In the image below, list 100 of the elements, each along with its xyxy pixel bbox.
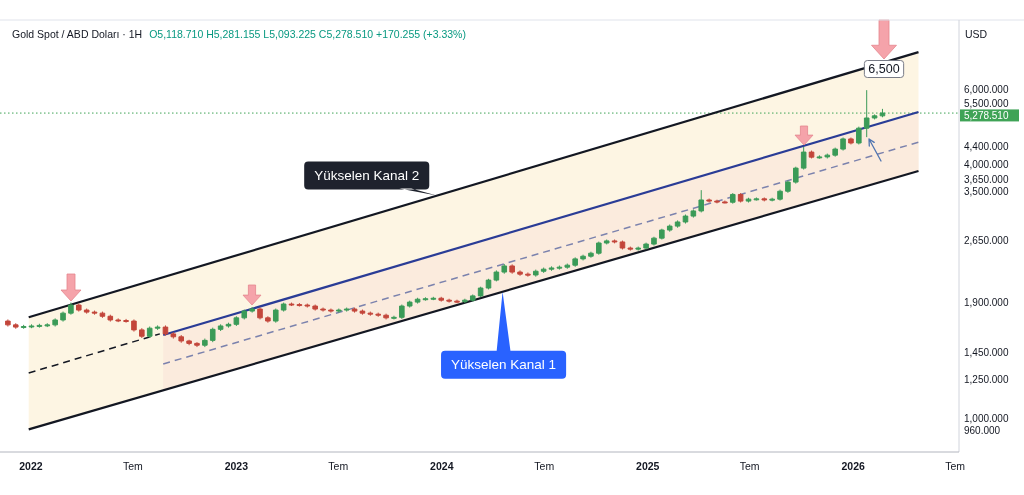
candlestick — [674, 219, 681, 229]
candlestick — [682, 214, 689, 225]
candlestick — [737, 192, 744, 204]
candlestick — [312, 304, 318, 312]
y-axis-title: USD — [965, 28, 988, 40]
y-tick-label: 4,400.000 — [964, 141, 1009, 153]
candlestick — [816, 154, 823, 160]
candlestick — [745, 197, 752, 204]
y-tick-label: 1,900.000 — [964, 296, 1009, 308]
candlestick — [233, 315, 240, 327]
candlestick — [272, 308, 279, 324]
candlestick — [107, 314, 114, 323]
candlestick — [430, 296, 437, 301]
candlestick — [5, 318, 11, 328]
y-tick-label: 1,000.000 — [964, 413, 1009, 425]
candlestick — [493, 269, 500, 282]
x-tick-label: Tem — [534, 460, 555, 472]
candlestick — [391, 315, 397, 320]
candlestick — [217, 323, 224, 332]
candlestick — [454, 299, 460, 304]
candlestick — [359, 309, 366, 316]
candlestick — [856, 126, 862, 145]
candlestick — [28, 323, 35, 329]
candlestick — [832, 147, 838, 158]
y-tick-label: 4,000.000 — [964, 158, 1009, 170]
candlestick — [517, 269, 523, 277]
text: O5,118.710 H5,281.155 L5,093.225 C5,278.510 +170.255 (+3.33%) — [149, 28, 466, 40]
candlestick — [603, 239, 610, 245]
candlestick — [115, 317, 121, 323]
x-tick-label: 2025 — [636, 460, 660, 472]
candlestick — [320, 307, 326, 313]
annotation: Yükselen Kanal 1 — [451, 357, 557, 373]
candlestick — [146, 326, 153, 339]
candlestick — [469, 293, 476, 303]
y-tick-label: 2,650.000 — [964, 235, 1009, 247]
candlestick — [375, 312, 381, 318]
candlestick — [186, 339, 192, 346]
candlestick — [501, 263, 508, 275]
candlestick — [83, 308, 90, 315]
candlestick — [249, 306, 255, 314]
candlestick — [99, 311, 106, 319]
x-tick-label: Tem — [739, 460, 760, 472]
candlestick — [777, 189, 783, 202]
candlestick — [729, 192, 736, 205]
candlestick — [769, 197, 775, 202]
candlestick — [60, 311, 66, 323]
candlestick — [225, 322, 232, 329]
candlestick — [351, 307, 358, 314]
candlestick — [690, 208, 697, 219]
candlestick — [580, 254, 586, 261]
candlestick — [722, 200, 728, 204]
candlestick — [202, 338, 208, 348]
candlestick — [840, 137, 846, 152]
candlestick — [241, 309, 248, 320]
annotation: 6,500 — [868, 62, 900, 76]
candlestick — [257, 307, 263, 320]
candlestick — [328, 308, 334, 314]
candlestick — [808, 150, 815, 159]
candlestick — [406, 300, 413, 309]
candlestick — [170, 331, 177, 340]
y-tick-label: 1,450.000 — [964, 346, 1009, 358]
candlestick — [296, 302, 303, 308]
candlestick — [288, 302, 295, 307]
candlestick — [12, 322, 19, 330]
candlestick — [564, 263, 571, 270]
candlestick — [611, 239, 618, 244]
x-tick-label: Tem — [122, 460, 143, 472]
candlestick — [52, 317, 58, 328]
candlestick — [596, 241, 602, 256]
candlestick — [438, 296, 445, 303]
candlestick — [619, 240, 626, 250]
candlestick — [627, 246, 634, 252]
candlestick — [485, 278, 492, 290]
candlestick — [785, 180, 791, 194]
candlestick — [178, 334, 184, 344]
x-tick-label: Tem — [945, 460, 966, 472]
candlestick — [540, 267, 547, 274]
y-tick-label: 960.000 — [964, 425, 1001, 437]
candlestick — [556, 265, 563, 271]
candlestick — [643, 242, 649, 250]
candlestick — [265, 315, 271, 324]
candlestick — [800, 146, 807, 171]
x-tick-label: 2023 — [224, 460, 249, 472]
candlestick — [824, 153, 831, 159]
y-tick-label: 6,000.000 — [964, 83, 1009, 95]
y-tick-label: 3,500.000 — [964, 185, 1009, 197]
candlestick — [367, 311, 374, 317]
y-tick-label: 5,500.000 — [964, 97, 1009, 109]
candlestick — [714, 199, 720, 204]
candlestick — [477, 286, 484, 298]
candlestick — [343, 307, 350, 313]
candlestick — [76, 303, 82, 313]
ref-line-label: 5,278.510 — [964, 109, 1009, 121]
candlestick — [509, 263, 515, 275]
candlestick — [194, 341, 200, 348]
candlestick — [131, 318, 137, 333]
candlestick — [588, 251, 594, 259]
candlestick — [44, 322, 51, 328]
candlestick — [139, 327, 145, 339]
candlestick — [414, 297, 421, 305]
